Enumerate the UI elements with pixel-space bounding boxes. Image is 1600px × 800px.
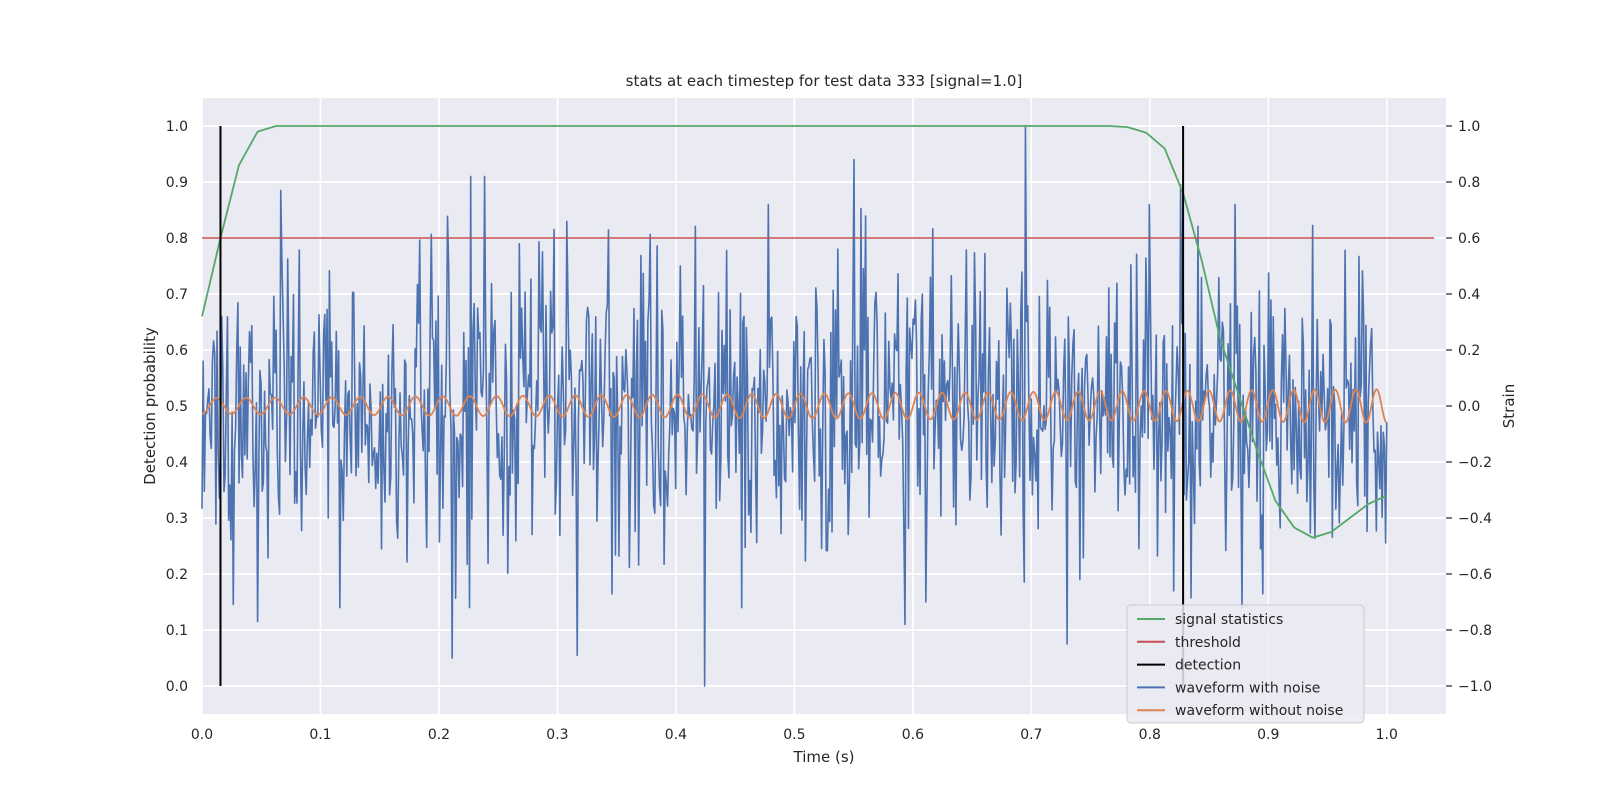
x-tick-label: 0.5 (783, 727, 805, 743)
legend-label: signal statistics (1175, 612, 1283, 628)
y-right-tick-label: 0.6 (1458, 231, 1480, 247)
legend-label: waveform with noise (1175, 680, 1320, 696)
y-right-tick-label: −0.8 (1458, 623, 1492, 639)
x-tick-label: 0.3 (546, 727, 568, 743)
y-left-tick-label: 0.3 (166, 511, 188, 527)
legend-label: waveform without noise (1175, 703, 1343, 719)
legend-box (1126, 604, 1365, 724)
x-tick-label: 0.8 (1139, 727, 1161, 743)
y-left-tick-label: 1.0 (166, 119, 188, 135)
y-left-tick-label: 0.2 (166, 567, 188, 583)
y-right-tick-label: −1.0 (1458, 679, 1492, 695)
x-tick-label: 0.9 (1257, 727, 1279, 743)
y-left-tick-label: 0.6 (166, 343, 188, 359)
y-left-tick-label: 0.1 (166, 623, 188, 639)
y-right-tick-label: 0.4 (1458, 287, 1480, 303)
y-axis-label-right: Strain (1500, 384, 1518, 428)
y-left-tick-label: 0.7 (166, 287, 188, 303)
y-right-tick-label: 0.2 (1458, 343, 1480, 359)
series-waveform-without-noise (201, 388, 1388, 424)
x-tick-label: 0.2 (428, 727, 450, 743)
series-waveform-with-noise (201, 125, 1388, 687)
series-layer (201, 125, 1435, 687)
legend: signal statistics threshold detection wavef… (1126, 604, 1365, 724)
x-tick-label: 0.6 (902, 727, 924, 743)
legend-label: detection (1175, 658, 1241, 674)
x-tick-label: 0.4 (665, 727, 687, 743)
y-left-tick-label: 0.0 (166, 679, 188, 695)
y-right-tick-label: −0.4 (1458, 511, 1492, 527)
y-right-tick-label: −0.6 (1458, 567, 1492, 583)
y-left-tick-label: 0.9 (166, 175, 188, 191)
legend-label: threshold (1175, 635, 1241, 651)
ticks: 0.0 0.1 0.2 0.3 0.4 0.5 0.6 0.7 0.8 0.9 1.0 0.0 0.1 0… (166, 119, 1492, 743)
y-right-tick-label: −0.2 (1458, 455, 1492, 471)
x-tick-label: 0.0 (191, 727, 213, 743)
x-tick-label: 0.7 (1020, 727, 1042, 743)
y-right-tick-label: 0.8 (1458, 175, 1480, 191)
y-axis-label-left: Detection probability (141, 327, 159, 485)
y-left-tick-label: 0.4 (166, 455, 188, 471)
y-right-tick-label: 0.0 (1458, 399, 1480, 415)
chart-title: stats at each timestep for test data 333… (626, 72, 1023, 90)
y-left-tick-label: 0.5 (166, 399, 188, 415)
x-tick-label: 0.1 (309, 727, 331, 743)
y-left-tick-label: 0.8 (166, 231, 188, 247)
x-axis-label: Time (s) (793, 748, 855, 766)
y-right-tick-label: 1.0 (1458, 119, 1480, 135)
x-tick-label: 1.0 (1376, 727, 1398, 743)
